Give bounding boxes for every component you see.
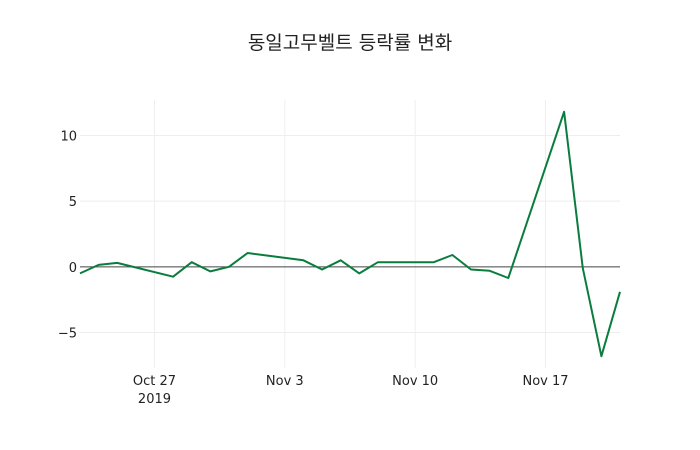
y-tick-label: 0 [69,261,77,276]
chart-title: 동일고무벨트 등락률 변화 [247,32,453,54]
x-tick-label: Nov 3 [266,374,304,389]
y-axis: 10 5 0 −5 [58,129,77,341]
y-tick-label: −5 [58,327,77,342]
x-tick-label: Oct 27 [133,374,176,389]
y-tick-label: 10 [60,129,77,144]
x-tick-label: Nov 10 [392,374,438,389]
y-tick-label: 5 [69,195,77,210]
x-tick-year-label: 2019 [138,392,171,407]
series-line [79,110,621,358]
grid-lines [80,100,620,368]
x-axis: Oct 27 2019 Nov 3 Nov 10 Nov 17 [133,374,569,407]
data-series [79,110,621,358]
x-tick-label: Nov 17 [522,374,568,389]
